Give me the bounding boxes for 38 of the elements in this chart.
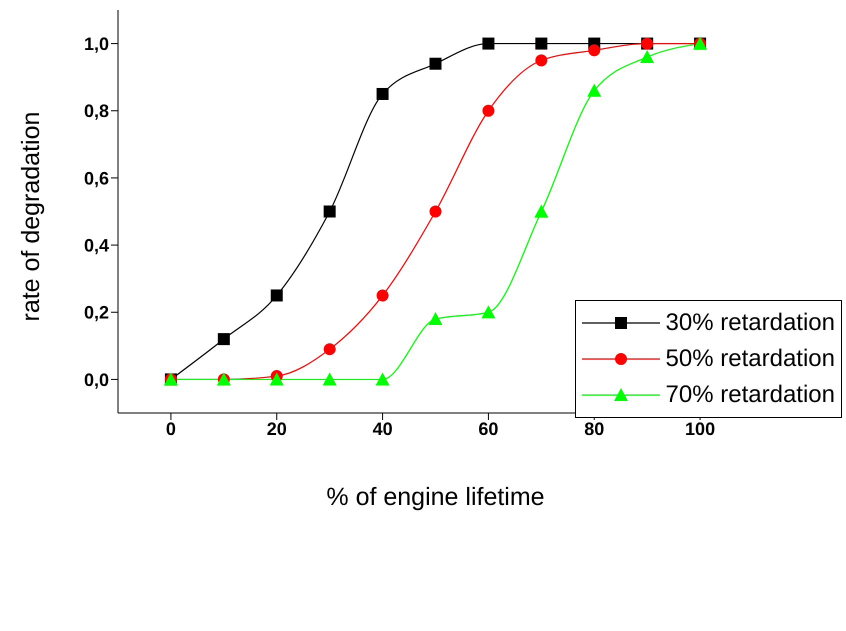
y-tick-label: 1,0 [84,34,109,54]
point [428,312,442,325]
y-tick-label: 0,8 [84,101,109,122]
x-tick-label: 100 [685,418,716,439]
point [430,206,442,218]
x-tick-label: 60 [478,418,498,439]
y-tick-label: 0,2 [84,302,109,323]
point [482,104,494,117]
point [324,343,336,356]
y-tick-label: 0,0 [84,370,109,390]
legend-label: 30% retardation [666,309,835,337]
point [270,289,283,302]
point [482,38,494,50]
legend-label: 50% retardation [666,345,835,373]
point [534,204,548,218]
point [376,88,389,100]
x-axis-title: % of engine lifetime [326,483,545,511]
point [640,50,654,64]
point [588,44,600,56]
point [322,372,337,386]
point [218,333,230,346]
x-tick-label: 80 [584,418,604,439]
point [535,38,548,50]
point [430,58,442,70]
point [587,84,602,97]
y-axis-title: rate of degradation [16,112,45,322]
y-tick-label: 0,4 [84,235,109,256]
point [535,54,548,66]
x-tick-label: 0 [166,418,176,439]
x-tick-label: 40 [372,418,393,439]
point [481,305,496,318]
point [376,289,389,302]
point [324,206,336,218]
point [270,372,284,386]
x-tick-label: 20 [266,418,287,439]
point [376,372,390,386]
legend-label: 70% retardation [666,381,835,409]
y-tick-label: 0,6 [84,168,109,188]
